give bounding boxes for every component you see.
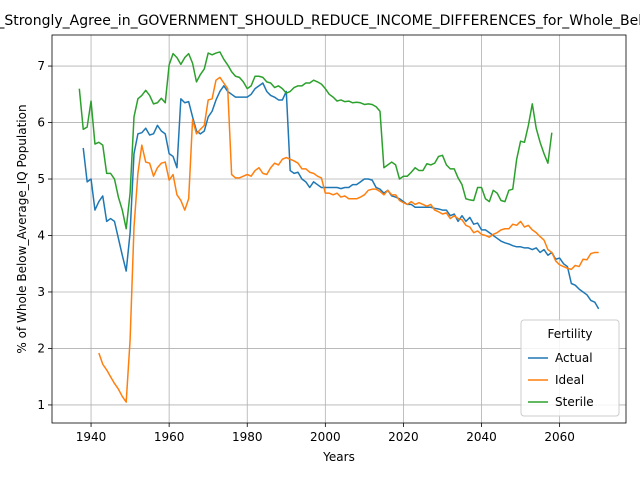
x-tick-label: 2020: [388, 430, 419, 444]
y-tick-label: 7: [37, 59, 45, 73]
y-tick-label: 1: [37, 398, 45, 412]
y-axis-label: % of Whole Below_Average_IQ Population: [15, 104, 29, 353]
legend-label-sterile: Sterile: [555, 395, 594, 409]
x-axis-label: Years: [322, 450, 355, 464]
legend-label-ideal: Ideal: [555, 373, 584, 387]
y-axis: 1 2 3 4 5 6 7: [37, 59, 52, 412]
series-line-sterile: [78, 51, 553, 230]
legend: Fertility Actual Ideal Sterile: [520, 319, 620, 417]
legend-title: Fertility: [547, 327, 592, 341]
x-tick-label: 1940: [76, 430, 107, 444]
y-tick-label: 3: [37, 285, 45, 299]
legend-label-actual: Actual: [555, 351, 593, 365]
y-tick-label: 4: [37, 228, 45, 242]
series-lines: [78, 51, 600, 403]
x-tick-label: 2000: [310, 430, 341, 444]
chart-title: Percentage_who_Agree_or_Strongly_Agree_i…: [0, 13, 640, 29]
series-line-ideal: [98, 76, 599, 403]
y-tick-label: 5: [37, 172, 45, 186]
x-tick-label: 2040: [466, 430, 497, 444]
x-tick-label: 2060: [544, 430, 575, 444]
legend-box: [520, 319, 620, 417]
x-tick-label: 1960: [154, 430, 185, 444]
series-line-actual: [82, 82, 600, 310]
x-tick-label: 1980: [232, 430, 263, 444]
plot-frame: [51, 34, 627, 424]
x-axis: 1940 1960 1980 2000 2020 2040 2060: [76, 423, 575, 444]
y-tick-label: 2: [37, 341, 45, 355]
y-tick-label: 6: [37, 116, 45, 130]
